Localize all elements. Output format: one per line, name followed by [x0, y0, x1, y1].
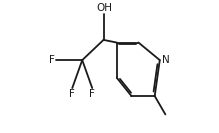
Text: OH: OH: [96, 3, 112, 13]
Text: F: F: [49, 55, 55, 65]
Text: F: F: [69, 89, 75, 99]
Text: F: F: [89, 89, 95, 99]
Text: N: N: [162, 55, 170, 65]
